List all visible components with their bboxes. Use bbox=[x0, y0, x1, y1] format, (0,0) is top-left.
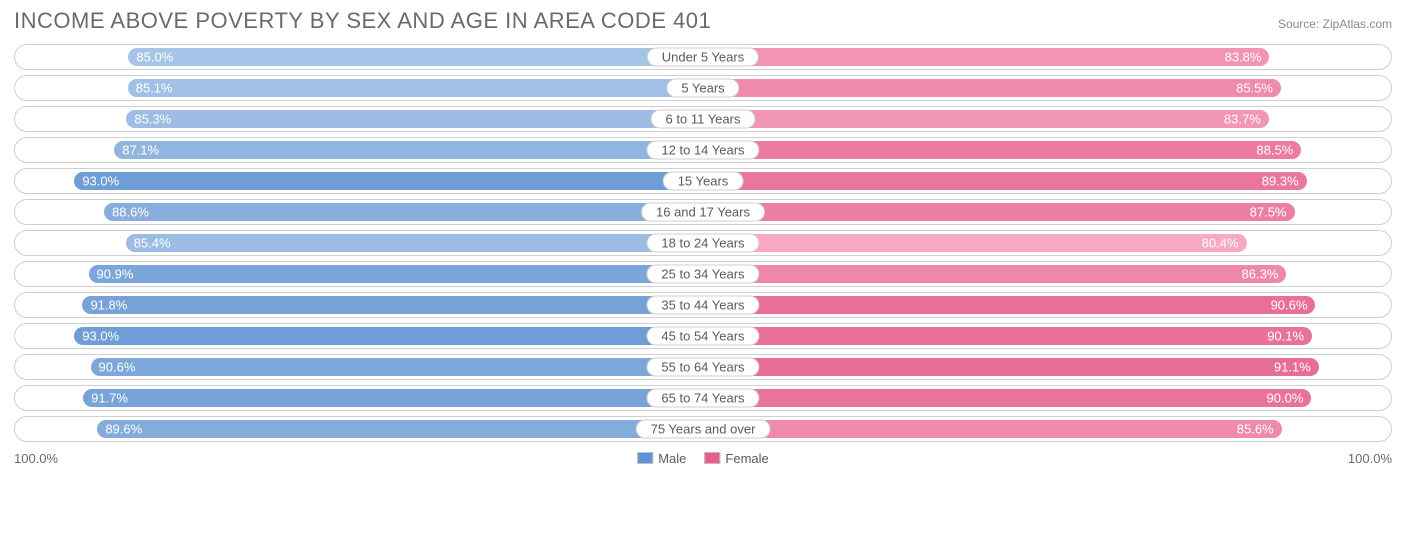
male-bar: 85.0% bbox=[128, 48, 703, 66]
male-value: 93.0% bbox=[82, 174, 119, 189]
male-bar: 93.0% bbox=[74, 327, 703, 345]
male-bar: 91.7% bbox=[83, 389, 703, 407]
male-bar: 93.0% bbox=[74, 172, 703, 190]
female-value: 83.7% bbox=[1224, 112, 1261, 127]
source-credit: Source: ZipAtlas.com bbox=[1278, 17, 1392, 31]
male-value: 91.8% bbox=[90, 298, 127, 313]
female-value: 85.5% bbox=[1236, 81, 1273, 96]
bar-row: 85.0% 83.8% Under 5 Years bbox=[14, 44, 1392, 70]
bar-row: 91.8% 90.6% 35 to 44 Years bbox=[14, 292, 1392, 318]
bar-row: 85.1% 85.5% 5 Years bbox=[14, 75, 1392, 101]
age-label: 16 and 17 Years bbox=[641, 203, 765, 222]
bar-row: 90.9% 86.3% 25 to 34 Years bbox=[14, 261, 1392, 287]
age-label: 55 to 64 Years bbox=[646, 358, 759, 377]
female-value: 90.6% bbox=[1271, 298, 1308, 313]
female-bar: 88.5% bbox=[703, 141, 1301, 159]
swatch-male bbox=[637, 452, 653, 464]
bar-row: 91.7% 90.0% 65 to 74 Years bbox=[14, 385, 1392, 411]
male-bar: 90.6% bbox=[91, 358, 703, 376]
female-bar: 91.1% bbox=[703, 358, 1319, 376]
male-bar: 91.8% bbox=[82, 296, 703, 314]
male-value: 89.6% bbox=[105, 422, 142, 437]
female-bar: 86.3% bbox=[703, 265, 1286, 283]
male-bar: 89.6% bbox=[97, 420, 703, 438]
female-value: 87.5% bbox=[1250, 205, 1287, 220]
male-value: 88.6% bbox=[112, 205, 149, 220]
legend-female: Female bbox=[704, 451, 768, 466]
age-label: 65 to 74 Years bbox=[646, 389, 759, 408]
bar-row: 85.4% 80.4% 18 to 24 Years bbox=[14, 230, 1392, 256]
age-label: 75 Years and over bbox=[636, 420, 771, 439]
female-bar: 90.6% bbox=[703, 296, 1315, 314]
female-value: 89.3% bbox=[1262, 174, 1299, 189]
bar-row: 89.6% 85.6% 75 Years and over bbox=[14, 416, 1392, 442]
swatch-female bbox=[704, 452, 720, 464]
male-bar: 87.1% bbox=[114, 141, 703, 159]
male-bar: 90.9% bbox=[89, 265, 703, 283]
legend-male: Male bbox=[637, 451, 686, 466]
male-value: 85.3% bbox=[134, 112, 171, 127]
age-label: 18 to 24 Years bbox=[646, 234, 759, 253]
male-value: 90.9% bbox=[97, 267, 134, 282]
male-value: 90.6% bbox=[99, 360, 136, 375]
female-value: 86.3% bbox=[1242, 267, 1279, 282]
female-value: 90.1% bbox=[1267, 329, 1304, 344]
axis-right-label: 100.0% bbox=[1348, 451, 1392, 466]
female-bar: 83.8% bbox=[703, 48, 1269, 66]
axis-left-label: 100.0% bbox=[14, 451, 58, 466]
female-value: 83.8% bbox=[1225, 50, 1262, 65]
bar-row: 93.0% 89.3% 15 Years bbox=[14, 168, 1392, 194]
female-value: 91.1% bbox=[1274, 360, 1311, 375]
age-label: 15 Years bbox=[663, 172, 744, 191]
age-label: Under 5 Years bbox=[647, 48, 759, 67]
female-value: 80.4% bbox=[1202, 236, 1239, 251]
female-bar: 90.1% bbox=[703, 327, 1312, 345]
age-label: 6 to 11 Years bbox=[651, 110, 756, 129]
male-bar: 88.6% bbox=[104, 203, 703, 221]
bar-row: 93.0% 90.1% 45 to 54 Years bbox=[14, 323, 1392, 349]
male-bar: 85.3% bbox=[126, 110, 703, 128]
legend: Male Female bbox=[637, 451, 769, 466]
female-bar: 83.7% bbox=[703, 110, 1269, 128]
female-bar: 85.5% bbox=[703, 79, 1281, 97]
bar-row: 88.6% 87.5% 16 and 17 Years bbox=[14, 199, 1392, 225]
male-value: 85.0% bbox=[136, 50, 173, 65]
age-label: 35 to 44 Years bbox=[646, 296, 759, 315]
male-value: 85.4% bbox=[134, 236, 171, 251]
bar-row: 90.6% 91.1% 55 to 64 Years bbox=[14, 354, 1392, 380]
male-value: 85.1% bbox=[136, 81, 173, 96]
bar-rows-container: 85.0% 83.8% Under 5 Years 85.1% 85.5% 5 Years… bbox=[14, 44, 1392, 442]
female-bar: 90.0% bbox=[703, 389, 1311, 407]
male-bar: 85.4% bbox=[126, 234, 703, 252]
female-bar: 89.3% bbox=[703, 172, 1307, 190]
female-bar: 80.4% bbox=[703, 234, 1247, 252]
male-value: 91.7% bbox=[91, 391, 128, 406]
female-value: 85.6% bbox=[1237, 422, 1274, 437]
bar-row: 85.3% 83.7% 6 to 11 Years bbox=[14, 106, 1392, 132]
male-value: 93.0% bbox=[82, 329, 119, 344]
age-label: 5 Years bbox=[666, 79, 739, 98]
male-value: 87.1% bbox=[122, 143, 159, 158]
age-label: 25 to 34 Years bbox=[646, 265, 759, 284]
chart-title: INCOME ABOVE POVERTY BY SEX AND AGE IN A… bbox=[14, 8, 711, 34]
age-label: 12 to 14 Years bbox=[646, 141, 759, 160]
female-bar: 87.5% bbox=[703, 203, 1295, 221]
bar-row: 87.1% 88.5% 12 to 14 Years bbox=[14, 137, 1392, 163]
female-value: 88.5% bbox=[1256, 143, 1293, 158]
female-value: 90.0% bbox=[1267, 391, 1304, 406]
female-bar: 85.6% bbox=[703, 420, 1282, 438]
age-label: 45 to 54 Years bbox=[646, 327, 759, 346]
male-bar: 85.1% bbox=[128, 79, 703, 97]
legend-female-label: Female bbox=[725, 451, 768, 466]
legend-male-label: Male bbox=[658, 451, 686, 466]
